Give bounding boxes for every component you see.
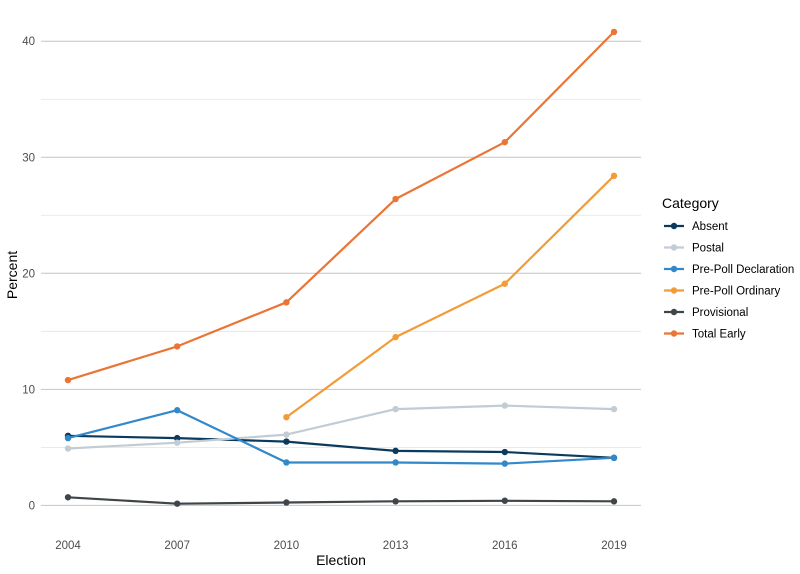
legend-title: Category — [662, 195, 719, 211]
data-point — [174, 439, 181, 446]
legend-item: Postal — [664, 243, 724, 255]
x-tick-label: 2019 — [601, 540, 627, 552]
data-point — [283, 299, 290, 306]
series-line — [66, 434, 616, 459]
legend-label: Provisional — [692, 307, 748, 319]
legend-item: Total Early — [664, 329, 746, 341]
y-tick-label: 10 — [22, 384, 35, 396]
legend-label: Total Early — [692, 329, 746, 341]
legend-swatch-point — [670, 222, 678, 230]
data-point — [392, 498, 399, 505]
data-point — [283, 459, 290, 466]
data-point — [64, 445, 72, 452]
data-point — [610, 405, 618, 413]
data-point — [64, 494, 72, 501]
data-point — [64, 376, 72, 384]
x-tick-label: 2004 — [55, 540, 81, 552]
legend-item: Absent — [664, 221, 729, 233]
data-point — [501, 138, 508, 146]
series-line — [66, 496, 616, 505]
data-point — [392, 447, 399, 455]
data-point — [392, 405, 399, 413]
legend-swatch-point — [670, 244, 678, 251]
data-point — [610, 454, 618, 462]
series-line — [66, 404, 616, 450]
legend-swatch-point — [670, 330, 678, 337]
series-provisional — [64, 494, 618, 507]
y-tick-label: 40 — [22, 36, 35, 48]
data-point — [392, 459, 399, 466]
x-tick-label: 2016 — [492, 540, 518, 552]
data-point — [174, 500, 181, 507]
y-tick-label: 20 — [22, 268, 35, 280]
data-point — [610, 498, 618, 505]
data-point — [501, 448, 508, 456]
data-point — [392, 195, 399, 203]
data-point — [283, 499, 290, 506]
legend-label: Postal — [692, 243, 724, 255]
legend-item: Provisional — [664, 307, 748, 319]
data-point — [392, 333, 399, 341]
x-axis-title: Election — [316, 552, 366, 568]
y-tick-label: 0 — [29, 500, 35, 512]
x-tick-label: 2007 — [164, 540, 190, 552]
legend-swatch-point — [670, 308, 678, 316]
legend-label: Absent — [692, 221, 729, 233]
series-absent — [64, 432, 618, 462]
grid — [41, 40, 641, 506]
series-line — [285, 174, 616, 419]
data-point — [610, 172, 618, 180]
series-line — [66, 409, 616, 465]
series-postal — [64, 402, 618, 452]
data-point — [501, 497, 508, 504]
legend-item: Pre-Poll Ordinary — [664, 286, 780, 298]
series-total-early — [64, 28, 618, 384]
data-point — [283, 431, 290, 438]
x-axis-ticks: 2004 2007 2010 2013 2016 2019 — [55, 540, 627, 552]
series-group — [64, 28, 618, 507]
x-tick-label: 2010 — [274, 540, 300, 552]
data-point — [283, 414, 290, 421]
legend-label: Pre-Poll Ordinary — [692, 286, 780, 298]
y-axis-title: Percent — [4, 251, 20, 299]
data-point — [610, 28, 618, 36]
data-point — [501, 460, 508, 467]
data-point — [174, 343, 181, 350]
series-pre-poll-ordinary — [283, 172, 618, 421]
x-tick-label: 2013 — [383, 540, 409, 552]
y-axis-ticks: 0 10 20 30 40 — [22, 36, 35, 512]
data-point — [283, 438, 290, 445]
data-point — [64, 434, 72, 442]
legend-swatch-point — [670, 287, 678, 294]
legend-label: Pre-Poll Declaration — [692, 264, 794, 276]
legend-item: Pre-Poll Declaration — [664, 264, 794, 276]
data-point — [174, 407, 181, 414]
data-point — [501, 402, 508, 409]
data-point — [174, 434, 181, 442]
y-tick-label: 30 — [22, 152, 35, 164]
series-line — [66, 30, 616, 382]
data-point — [501, 280, 508, 287]
legend: Category Absent Postal Pre-Poll Declaratio… — [662, 195, 794, 341]
legend-swatch-point — [670, 265, 678, 273]
series-pre-poll-declaration — [64, 407, 618, 467]
